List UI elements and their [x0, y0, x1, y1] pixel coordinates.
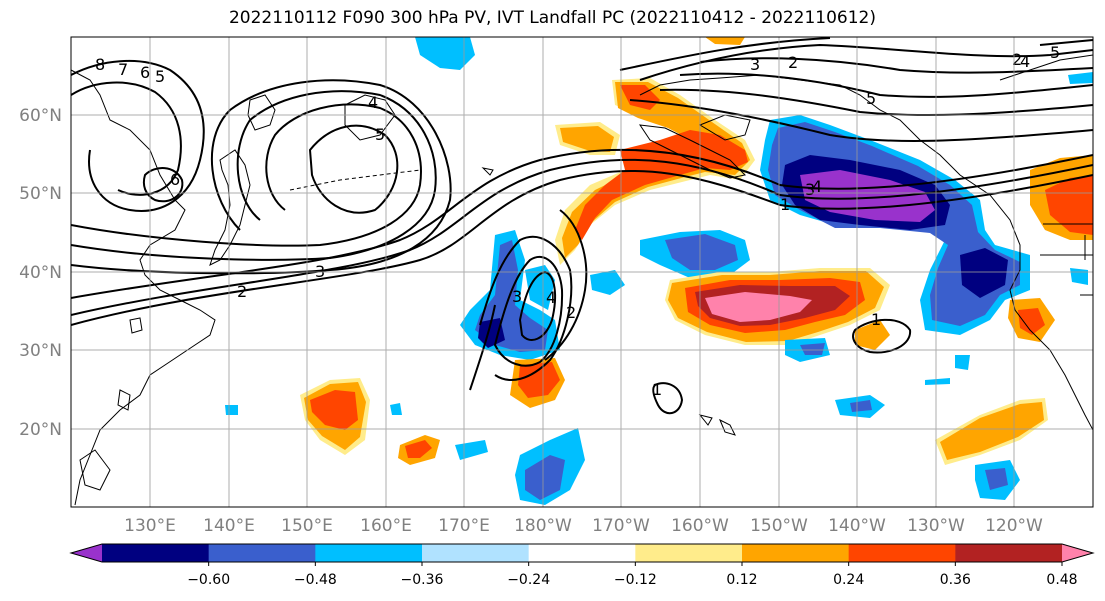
- contour-label: 2: [566, 303, 576, 322]
- pv-negative-region: [590, 270, 625, 295]
- lon-label: 170°E: [438, 516, 490, 536]
- contour-labels: 8 7 6 5 4 3 2 6 5 3 2 1 3 4 2 1 1 3 2 4 …: [95, 43, 1060, 399]
- colorbar-segment: [102, 544, 210, 562]
- pv-negative-region: [665, 234, 738, 270]
- colorbar-segment: [422, 544, 530, 562]
- colorbar-tick-label: −0.48: [294, 572, 337, 588]
- colorbar-tick-label: 0.36: [940, 572, 971, 588]
- colorbar: −0.60 −0.48 −0.36 −0.24 −0.12 0.12 0.24 0.36 0.4…: [69, 543, 1095, 588]
- pv-positive-region: [310, 390, 358, 430]
- pv-negative-region: [390, 403, 402, 415]
- colorbar-segment: [208, 544, 316, 562]
- lat-label: 20°N: [19, 420, 62, 440]
- lat-axis: 60°N 50°N 40°N 30°N 20°N: [19, 106, 62, 440]
- pv-positive-region: [1018, 308, 1045, 335]
- lon-label: 130°W: [907, 516, 965, 536]
- contour-label: 4: [546, 288, 556, 307]
- contour-label: 4: [1020, 52, 1030, 71]
- colorbar-tick-label: −0.24: [507, 572, 550, 588]
- lon-label: 170°W: [592, 516, 650, 536]
- pv-positive-region: [940, 402, 1044, 460]
- contour-label: 5: [1050, 43, 1060, 62]
- map-frame: [70, 36, 1094, 508]
- contour-label: 1: [871, 310, 881, 329]
- colorbar-tick-label: 0.12: [726, 572, 757, 588]
- contour-label: 5: [375, 125, 385, 144]
- lon-label: 130°E: [124, 516, 176, 536]
- contour-label: 5: [155, 67, 165, 86]
- colorbar-segment: [635, 544, 743, 562]
- pv-negative-region: [455, 440, 488, 460]
- contour-label: 1: [780, 195, 790, 214]
- contour-label: 5: [866, 89, 876, 108]
- contour-label: 8: [95, 55, 105, 74]
- pv-negative-region: [225, 405, 238, 415]
- lon-label: 160°W: [671, 516, 729, 536]
- map-title: 2022110112 F090 300 hPa PV, IVT Landfall…: [228, 8, 876, 28]
- contour-label: 3: [805, 180, 815, 199]
- lon-label: 150°W: [750, 516, 808, 536]
- lon-axis: 130°E 140°E 150°E 160°E 170°E 180°W 170°…: [124, 516, 1043, 536]
- pv-negative-region: [800, 343, 825, 355]
- pv-anomaly-shading: 8 7 6 5 4 3 2 6 5 3 2 1 3 4 2 1 1 3 2 4 …: [71, 37, 1093, 507]
- graticule: [71, 37, 1093, 507]
- contour-label: 3: [512, 287, 522, 306]
- colorbar-tick-label: −0.36: [401, 572, 444, 588]
- contour-label: 2: [237, 282, 247, 301]
- colorbar-outline: [69, 543, 1095, 563]
- lon-label: 160°E: [360, 516, 412, 536]
- pv-positive-region: [518, 362, 560, 398]
- contour-label: 3: [750, 55, 760, 74]
- pv-negative-region: [960, 248, 1008, 298]
- lon-label: 150°E: [281, 516, 333, 536]
- pv-negative-region: [415, 37, 475, 70]
- lat-label: 50°N: [19, 184, 62, 204]
- colorbar-tick-label: 0.48: [1046, 572, 1077, 588]
- contour-label: 2: [788, 53, 798, 72]
- pv-positive-region: [855, 320, 890, 350]
- lat-label: 30°N: [19, 341, 62, 361]
- colorbar-segment: [315, 544, 423, 562]
- lon-label: 120°W: [985, 516, 1043, 536]
- colorbar-tick-label: −0.60: [187, 572, 230, 588]
- contour-label: 2: [1012, 50, 1022, 69]
- pv-negative-region: [850, 400, 872, 412]
- pv-negative-region: [1068, 72, 1093, 84]
- pv-positive-core: [575, 130, 748, 240]
- lat-label: 40°N: [19, 263, 62, 283]
- pv-negative-region: [525, 455, 565, 500]
- contour-label: 6: [140, 63, 150, 82]
- colorbar-tick-label: 0.24: [833, 572, 864, 588]
- colorbar-extend-high: [1062, 544, 1093, 562]
- lon-label: 140°E: [203, 516, 255, 536]
- contour-label: 6: [170, 170, 180, 189]
- colorbar-extend-low: [71, 544, 102, 562]
- colorbar-tick-label: −0.12: [614, 572, 657, 588]
- pv-positive-region: [1045, 175, 1093, 235]
- lon-label: 140°W: [828, 516, 886, 536]
- pv-positive-region: [560, 126, 614, 152]
- colorbar-segment: [955, 544, 1063, 562]
- pv-positive-midpacific-peak: [705, 292, 812, 322]
- pv-negative-region: [525, 265, 555, 310]
- pv-positive-region: [405, 440, 432, 458]
- colorbar-segment: [742, 544, 850, 562]
- pv-negative-region: [985, 468, 1008, 490]
- pv-negative-region: [955, 355, 970, 370]
- pv-negative-region: [925, 378, 950, 385]
- lon-label: 180°W: [514, 516, 572, 536]
- pv-positive-region: [705, 37, 745, 45]
- colorbar-segment: [848, 544, 956, 562]
- contour-label: 1: [652, 380, 662, 399]
- pv-positive-core: [620, 85, 660, 110]
- colorbar-segment: [528, 544, 636, 562]
- contour-label: 7: [118, 60, 128, 79]
- lat-label: 60°N: [19, 106, 62, 126]
- pv-contours: [71, 37, 1093, 415]
- contour-label: 4: [812, 177, 822, 196]
- contour-label: 4: [368, 93, 378, 112]
